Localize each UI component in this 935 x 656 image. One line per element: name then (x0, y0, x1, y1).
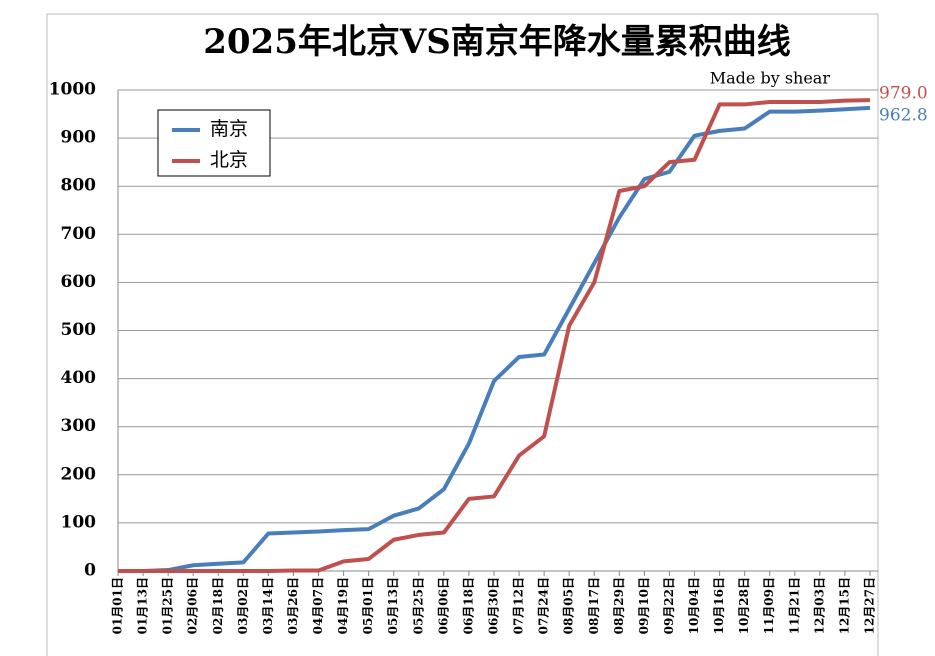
legend-label: 北京 (210, 149, 248, 171)
series-line (118, 105, 871, 573)
x-tick-label: 06月06日 (436, 577, 450, 634)
y-tick-label: 500 (61, 320, 97, 340)
x-tick-label: 12月03日 (812, 577, 826, 634)
x-tick-label: 12月27日 (863, 577, 877, 634)
x-tick-label: 01月01日 (111, 577, 125, 634)
y-tick-label: 200 (61, 464, 97, 484)
y-tick-label: 0 (84, 561, 96, 581)
series-line (118, 98, 871, 573)
y-tick-label: 400 (61, 368, 97, 388)
chart-subtitle: Made by shear (710, 69, 831, 88)
y-tick-label: 1000 (49, 80, 96, 100)
x-tick-label: 09月10日 (637, 577, 651, 634)
x-tick-label: 06月18日 (461, 577, 475, 634)
x-tick-label: 12月15日 (837, 577, 851, 634)
legend-label: 南京 (210, 118, 248, 140)
x-tick-label: 01月13日 (136, 577, 150, 634)
x-tick-label: 03月14日 (261, 577, 275, 634)
y-tick-label: 900 (61, 128, 97, 148)
x-tick-label: 01月25日 (161, 577, 175, 634)
x-tick-label: 10月28日 (737, 577, 751, 634)
x-tick-label: 03月02日 (236, 577, 250, 634)
x-tick-label: 08月17日 (587, 577, 601, 634)
y-tick-label: 100 (61, 512, 97, 532)
x-tick-label: 06月30日 (487, 577, 501, 634)
x-tick-label: 07月24日 (537, 577, 551, 634)
legend-box (157, 109, 271, 177)
x-tick-label: 05月13日 (386, 577, 400, 634)
y-tick-label: 700 (61, 224, 97, 244)
chart-title: 2025年北京VS南京年降水量累积曲线 (203, 22, 791, 62)
chart-border (46, 13, 879, 656)
x-tick-label: 11月09日 (762, 577, 776, 634)
x-tick-label: 02月18日 (211, 577, 225, 634)
end-label: 979.0 (879, 84, 928, 104)
x-tick-label: 05月01日 (361, 577, 375, 634)
x-tick-label: 10月04日 (687, 577, 701, 634)
x-tick-label: 03月26日 (286, 577, 300, 634)
x-tick-label: 09月22日 (662, 577, 676, 634)
x-tick-label: 05月25日 (411, 577, 425, 634)
x-tick-label: 10月16日 (712, 577, 726, 634)
x-tick-label: 07月12日 (512, 577, 526, 634)
x-tick-label: 08月05日 (562, 577, 576, 634)
x-tick-label: 04月07日 (311, 577, 325, 634)
y-tick-label: 800 (61, 176, 97, 196)
y-tick-label: 300 (61, 416, 97, 436)
x-tick-label: 04月19日 (336, 577, 350, 634)
x-tick-label: 02月06日 (186, 577, 200, 634)
end-label: 962.8 (879, 105, 928, 125)
y-tick-label: 600 (61, 272, 97, 292)
x-tick-label: 08月29日 (612, 577, 626, 634)
x-tick-label: 11月21日 (787, 577, 801, 634)
